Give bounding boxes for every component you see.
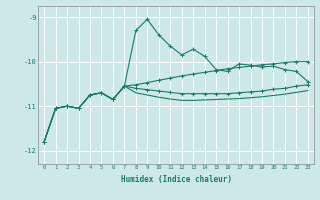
X-axis label: Humidex (Indice chaleur): Humidex (Indice chaleur): [121, 175, 231, 184]
